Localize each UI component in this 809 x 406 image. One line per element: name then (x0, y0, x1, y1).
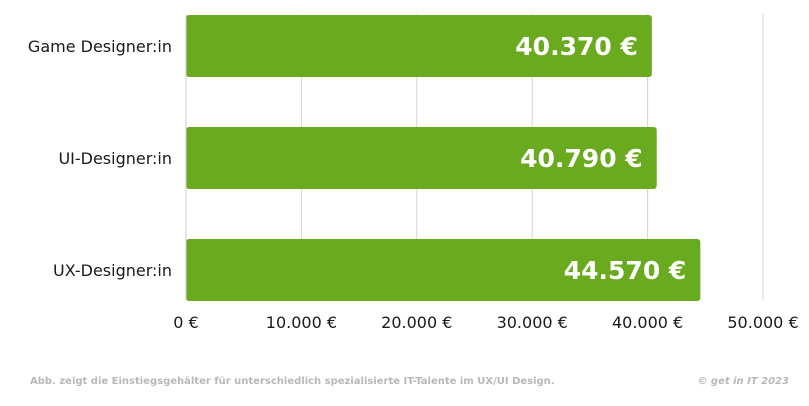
bar-game-designer-in (186, 15, 652, 77)
x-tick-label-10000: 10.000 € (266, 313, 337, 332)
value-label-ui-designer-in: 40.790 € (520, 144, 643, 173)
category-labels: Game Designer:in UI-Designer:in UX-Designe… (28, 37, 172, 280)
x-tick-label-30000: 30.000 € (497, 313, 568, 332)
bar-ui-designer-in (186, 127, 657, 189)
value-label-ux-designer-in: 44.570 € (564, 256, 687, 285)
bars: 40.370 € 40.790 € 44.570 € (186, 15, 701, 301)
category-label-ux-designer-in: UX-Designer:in (53, 261, 172, 280)
x-tick-label-50000: 50.000 € (727, 313, 798, 332)
x-tick-label-0: 0 € (173, 313, 198, 332)
x-tick-label-40000: 40.000 € (612, 313, 683, 332)
copyright-notice: © get in IT 2023 (697, 376, 789, 387)
category-label-game-designer-in: Game Designer:in (28, 37, 172, 56)
x-tick-label-20000: 20.000 € (381, 313, 452, 332)
value-label-game-designer-in: 40.370 € (515, 32, 638, 61)
category-label-ui-designer-in: UI-Designer:in (58, 149, 172, 168)
bar-ux-designer-in (186, 239, 701, 301)
chart-caption: Abb. zeigt die Einstiegsgehälter für unt… (30, 376, 555, 387)
x-tick-labels: 0 € 10.000 € 20.000 € 30.000 € 40.000 € 50.00… (173, 313, 798, 332)
